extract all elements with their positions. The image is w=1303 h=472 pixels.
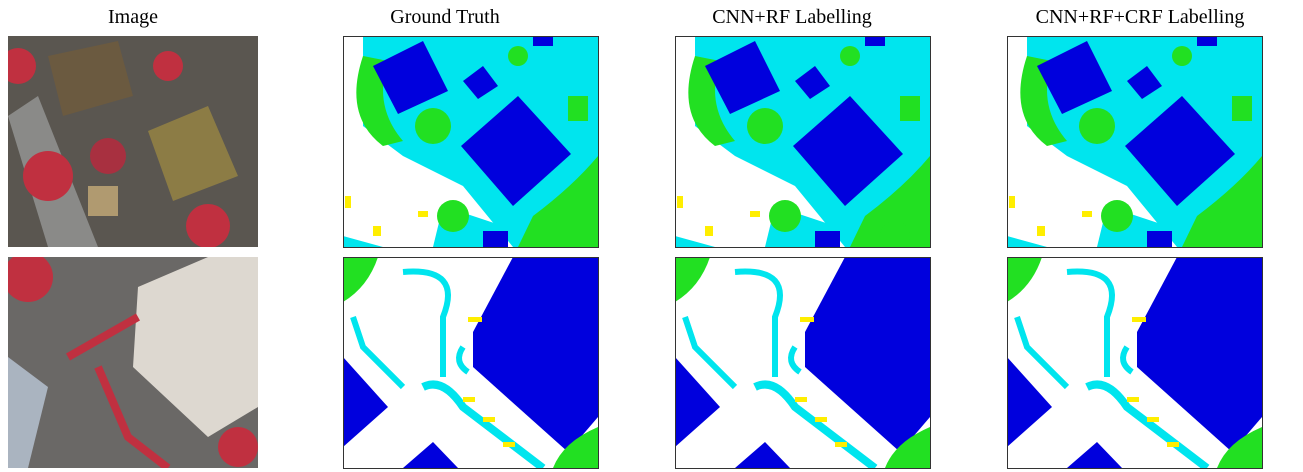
figure: Image Ground Truth CNN+RF Labelling CNN+…: [0, 0, 1303, 472]
cnn-rf-map: [675, 36, 930, 251]
cnn-rf-crf-map: [1007, 257, 1262, 468]
panels: [0, 0, 1303, 472]
aerial-image: [0, 36, 258, 248]
ground-truth-map: [343, 36, 598, 251]
ground-truth-map: [343, 257, 598, 468]
cnn-rf-crf-map: [1007, 36, 1262, 251]
aerial-image: [3, 252, 258, 468]
cnn-rf-map: [675, 257, 930, 468]
